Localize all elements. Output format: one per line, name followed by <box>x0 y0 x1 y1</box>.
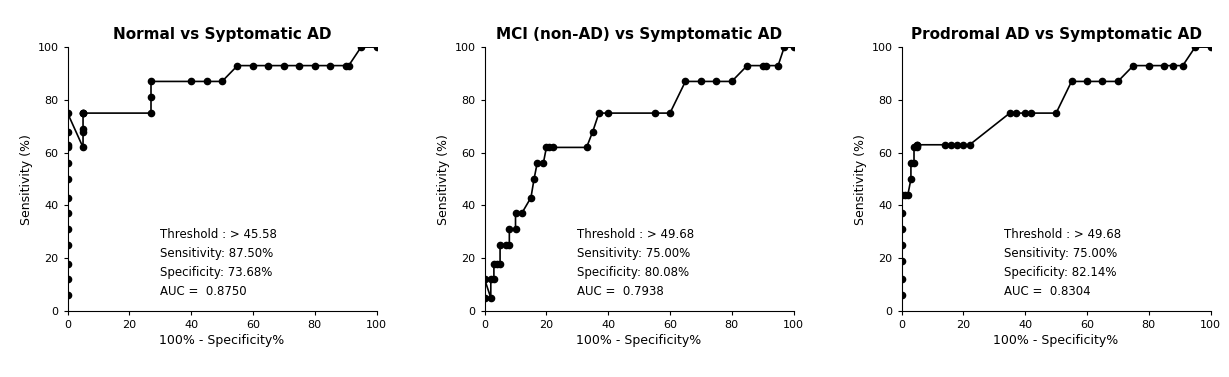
Y-axis label: Sensitivity (%): Sensitivity (%) <box>21 133 33 225</box>
Text: Threshold : > 49.68
Sensitivity: 75.00%
Specificity: 80.08%
AUC =  0.7938: Threshold : > 49.68 Sensitivity: 75.00% … <box>578 228 694 298</box>
Title: Normal vs Syptomatic AD: Normal vs Syptomatic AD <box>113 27 332 42</box>
Title: Prodromal AD vs Symptomatic AD: Prodromal AD vs Symptomatic AD <box>911 27 1202 42</box>
Title: MCI (non-AD) vs Symptomatic AD: MCI (non-AD) vs Symptomatic AD <box>497 27 782 42</box>
Y-axis label: Sensitivity (%): Sensitivity (%) <box>438 133 451 225</box>
Text: Threshold : > 45.58
Sensitivity: 87.50%
Specificity: 73.68%
AUC =  0.8750: Threshold : > 45.58 Sensitivity: 87.50% … <box>160 228 278 298</box>
X-axis label: 100% - Specificity%: 100% - Specificity% <box>993 334 1118 347</box>
X-axis label: 100% - Specificity%: 100% - Specificity% <box>576 334 702 347</box>
X-axis label: 100% - Specificity%: 100% - Specificity% <box>160 334 285 347</box>
Y-axis label: Sensitivity (%): Sensitivity (%) <box>854 133 868 225</box>
Text: Threshold : > 49.68
Sensitivity: 75.00%
Specificity: 82.14%
AUC =  0.8304: Threshold : > 49.68 Sensitivity: 75.00% … <box>1004 228 1121 298</box>
